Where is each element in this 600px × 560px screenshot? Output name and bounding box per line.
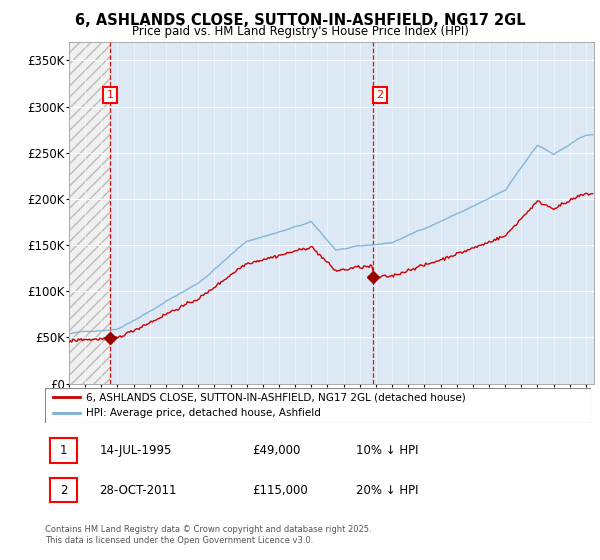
Text: 10% ↓ HPI: 10% ↓ HPI (356, 444, 419, 457)
Text: 1: 1 (107, 90, 113, 100)
Text: 20% ↓ HPI: 20% ↓ HPI (356, 483, 419, 497)
Text: 28-OCT-2011: 28-OCT-2011 (100, 483, 177, 497)
Text: Price paid vs. HM Land Registry's House Price Index (HPI): Price paid vs. HM Land Registry's House … (131, 25, 469, 38)
Text: £49,000: £49,000 (253, 444, 301, 457)
Text: £115,000: £115,000 (253, 483, 308, 497)
Text: 2: 2 (60, 483, 67, 497)
Text: 14-JUL-1995: 14-JUL-1995 (100, 444, 172, 457)
Text: 6, ASHLANDS CLOSE, SUTTON-IN-ASHFIELD, NG17 2GL: 6, ASHLANDS CLOSE, SUTTON-IN-ASHFIELD, N… (74, 13, 526, 28)
Text: 1: 1 (60, 444, 67, 457)
Bar (50, 438, 77, 463)
Text: HPI: Average price, detached house, Ashfield: HPI: Average price, detached house, Ashf… (86, 408, 321, 418)
Text: 2: 2 (376, 90, 383, 100)
Bar (50, 478, 77, 502)
Bar (69, 42, 110, 384)
Text: 6, ASHLANDS CLOSE, SUTTON-IN-ASHFIELD, NG17 2GL (detached house): 6, ASHLANDS CLOSE, SUTTON-IN-ASHFIELD, N… (86, 393, 466, 403)
Text: Contains HM Land Registry data © Crown copyright and database right 2025.
This d: Contains HM Land Registry data © Crown c… (45, 525, 371, 545)
